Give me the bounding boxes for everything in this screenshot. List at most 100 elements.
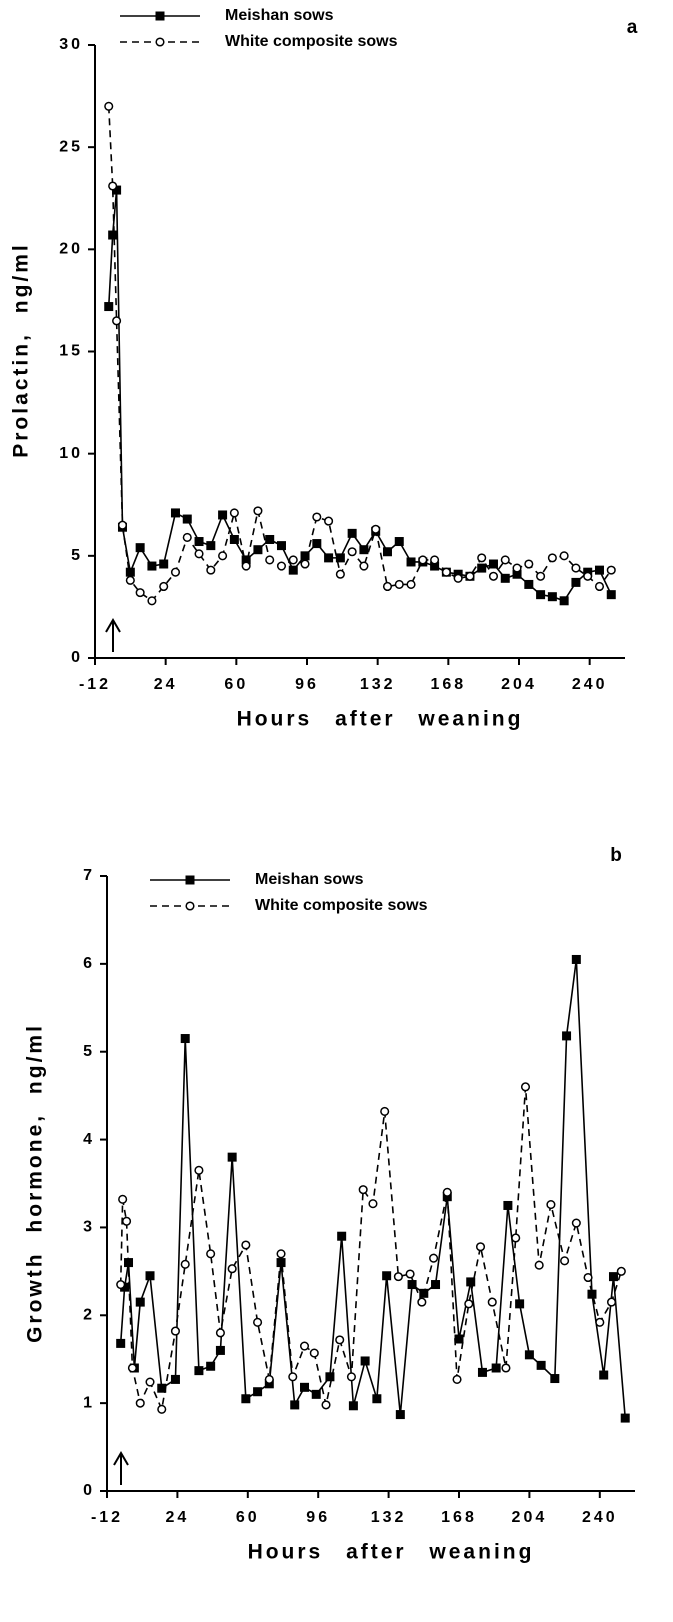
point (276, 541, 286, 551)
point (594, 565, 604, 575)
legend-marker (185, 901, 195, 911)
point (608, 1272, 618, 1282)
x-tick-label: 24 (154, 676, 178, 693)
point (159, 559, 169, 569)
point (276, 1258, 286, 1268)
point (159, 581, 169, 592)
point (335, 1335, 345, 1345)
series-line (119, 1086, 623, 1413)
x-tick-label: 168 (430, 676, 466, 693)
point (430, 561, 440, 571)
x-tick-label: 96 (306, 1509, 330, 1526)
point (534, 1260, 544, 1270)
point (536, 590, 546, 600)
point (606, 565, 616, 575)
point (520, 1082, 531, 1092)
point (512, 563, 522, 573)
point (127, 1363, 137, 1373)
point (218, 551, 228, 561)
point (120, 1282, 130, 1292)
point (348, 1401, 358, 1411)
point (418, 555, 428, 565)
point (346, 1372, 356, 1382)
point (477, 1367, 487, 1377)
point (371, 524, 381, 534)
x-axis-title: Hours after weaning (237, 708, 524, 731)
y-tick-label: 15 (59, 343, 83, 360)
point (335, 569, 345, 579)
point (512, 569, 522, 579)
legend-marker (155, 37, 165, 47)
legend-marker (185, 875, 195, 885)
point (359, 545, 369, 555)
point (515, 1299, 525, 1309)
point (406, 579, 416, 589)
arrow (113, 1451, 129, 1485)
point (241, 1240, 251, 1250)
point (276, 1249, 286, 1259)
y-tick-label: 30 (59, 36, 83, 53)
point (194, 549, 204, 559)
point (265, 555, 275, 565)
x-tick-label: 204 (512, 1509, 548, 1526)
point (452, 1374, 462, 1384)
point (347, 547, 357, 557)
point (215, 1345, 225, 1355)
point (465, 571, 475, 581)
point (559, 551, 569, 561)
point (264, 1374, 274, 1384)
point (393, 1272, 403, 1282)
point (116, 1279, 126, 1290)
point (104, 101, 114, 111)
y-tick-label: 0 (83, 1482, 95, 1499)
point (112, 185, 122, 195)
point (571, 1218, 581, 1228)
point (112, 316, 122, 326)
point (241, 561, 251, 571)
y-tick-label: 4 (83, 1131, 95, 1148)
point (395, 1410, 405, 1420)
y-tick-label: 0 (71, 649, 83, 666)
point (170, 508, 180, 518)
x-tick-label: 96 (295, 676, 319, 693)
point (571, 577, 581, 587)
point (135, 1297, 145, 1307)
point (116, 1338, 126, 1348)
point (312, 512, 322, 522)
point (382, 581, 393, 592)
legend-label: Meishan sows (255, 871, 364, 888)
point (125, 575, 135, 585)
point (587, 1289, 597, 1299)
point (382, 547, 392, 557)
point (464, 1299, 474, 1309)
point (583, 571, 593, 581)
point (147, 561, 157, 571)
point (206, 1361, 216, 1371)
point (562, 1031, 572, 1041)
series-line (107, 106, 612, 602)
point (194, 537, 204, 547)
point (227, 1264, 237, 1274)
point (407, 1280, 417, 1290)
point (309, 1348, 319, 1358)
point (182, 532, 192, 542)
point (312, 539, 322, 549)
x-tick-label: 60 (236, 1509, 260, 1526)
x-tick-label: -12 (79, 676, 111, 693)
point (571, 563, 581, 573)
point (108, 230, 118, 240)
point (347, 528, 357, 538)
point (620, 1413, 630, 1423)
point (536, 1360, 546, 1370)
point (488, 559, 498, 569)
point (547, 553, 557, 563)
point (380, 1106, 390, 1117)
point (524, 579, 534, 589)
point (104, 302, 114, 312)
point (475, 1242, 486, 1252)
point (118, 1194, 128, 1204)
point (290, 1400, 300, 1410)
point (368, 1199, 378, 1209)
